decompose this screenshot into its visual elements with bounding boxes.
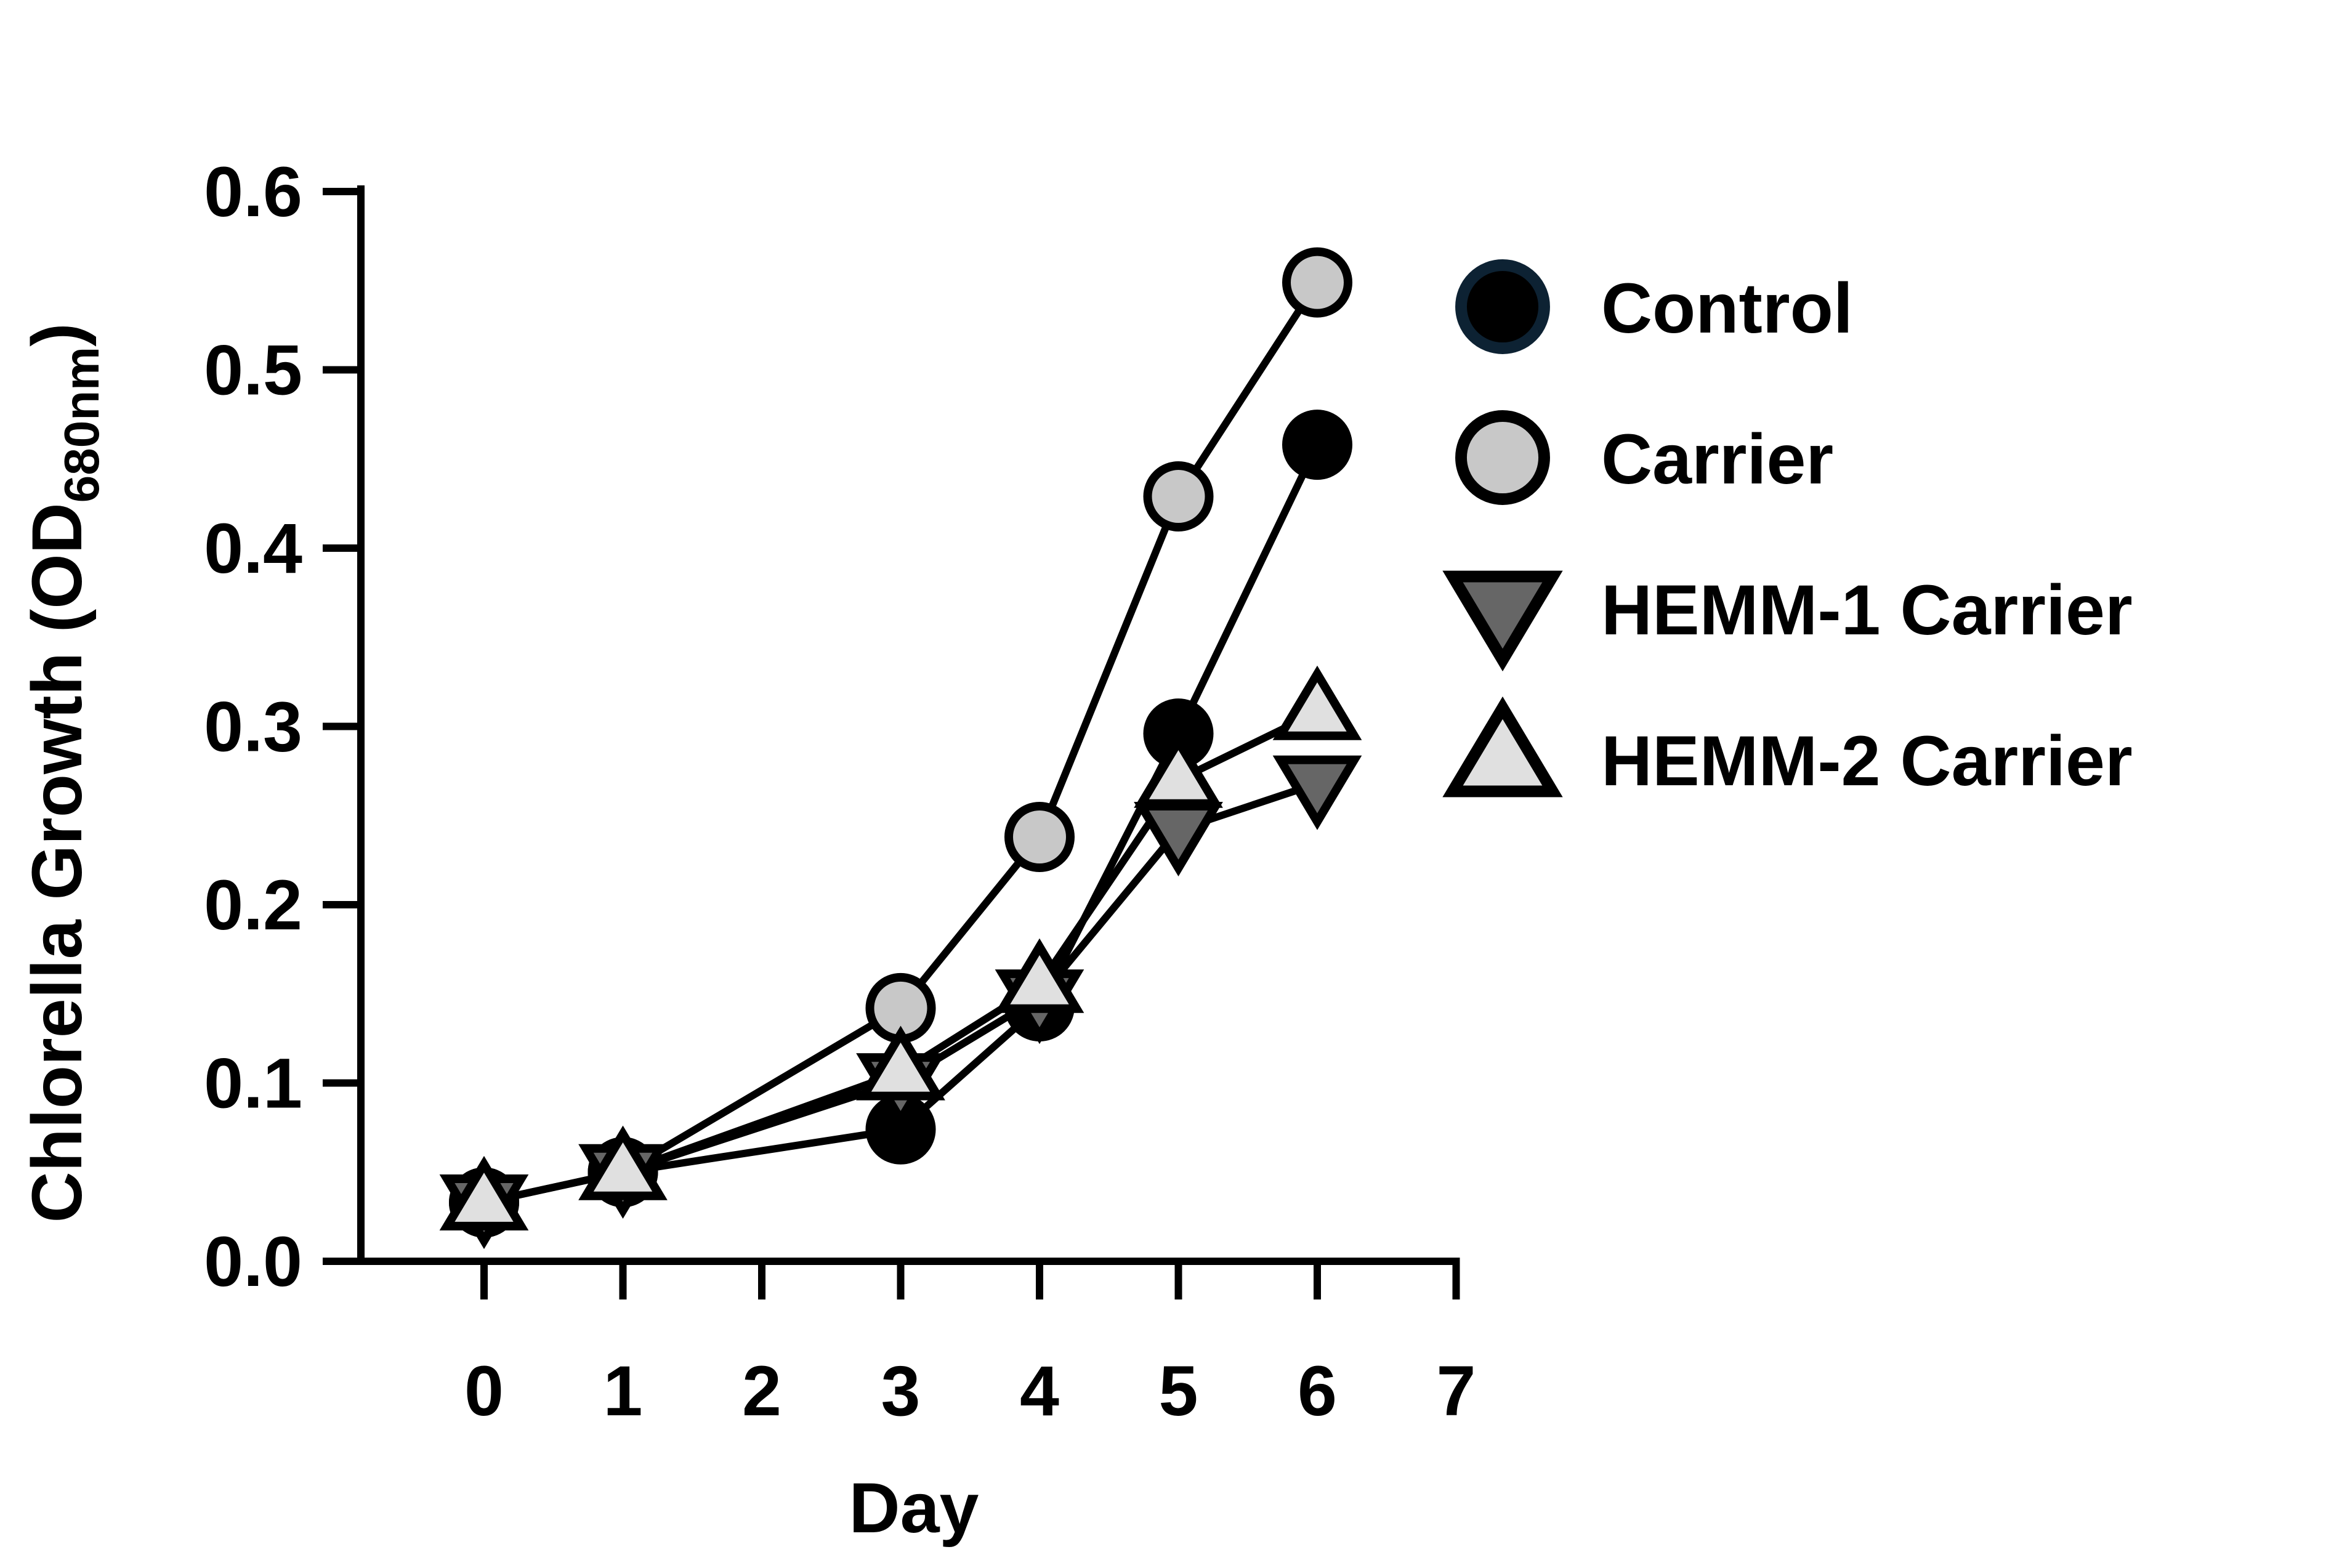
legend-marker-3 (1442, 570, 1563, 672)
data-point-1 (1282, 410, 1352, 480)
legend-marker-1 (1455, 259, 1550, 354)
series-markers (439, 247, 1362, 1250)
legend: Control Carrier HEMM-1 Carrier HEMM-2 Carri… (1442, 259, 2133, 801)
data-point-4 (439, 1155, 529, 1231)
data-point-4 (856, 1025, 945, 1101)
legend-label-3: HEMM-1 Carrier (1601, 571, 2133, 650)
x-tick-label: 1 (604, 1352, 643, 1431)
data-point-4 (1134, 733, 1223, 808)
y-tick-label: 0.6 (204, 153, 302, 232)
x-tick-label: 3 (881, 1352, 921, 1431)
x-tick-label: 6 (1298, 1352, 1337, 1431)
y-tick-label: 0.0 (204, 1222, 302, 1301)
y-tick-label: 0.1 (204, 1045, 302, 1123)
data-point-4 (578, 1125, 668, 1200)
legend-marker-4 (1442, 696, 1563, 798)
y-tick-label: 0.3 (204, 688, 302, 767)
y-axis-label: Chlorella Growth (OD680nm) (18, 323, 109, 1223)
x-axis-label: Day (849, 1469, 979, 1548)
y-tick-label: 0.5 (204, 331, 302, 410)
data-point-4 (1272, 665, 1362, 740)
data-point-2 (1143, 461, 1214, 532)
data-point-2 (1004, 801, 1075, 872)
x-tick-label: 0 (464, 1352, 504, 1431)
y-tick-label: 0.2 (204, 866, 302, 945)
legend-label-4: HEMM-2 Carrier (1601, 722, 2133, 801)
ticks: 0.0 0.1 0.2 0.3 0.4 0.5 0.6 0 1 2 3 4 5 6 7 (204, 153, 1476, 1431)
legend-label-1: Control (1601, 269, 1853, 348)
x-tick-label: 2 (742, 1352, 781, 1431)
data-point-2 (1282, 247, 1352, 318)
y-tick-label: 0.4 (204, 509, 302, 588)
x-tick-label: 5 (1159, 1352, 1198, 1431)
legend-label-2: Carrier (1601, 420, 1833, 499)
x-tick-label: 7 (1437, 1352, 1476, 1431)
x-tick-label: 4 (1020, 1352, 1059, 1431)
data-point-3 (1272, 755, 1362, 830)
legend-marker-2 (1455, 410, 1550, 505)
data-point-4 (995, 938, 1084, 1013)
